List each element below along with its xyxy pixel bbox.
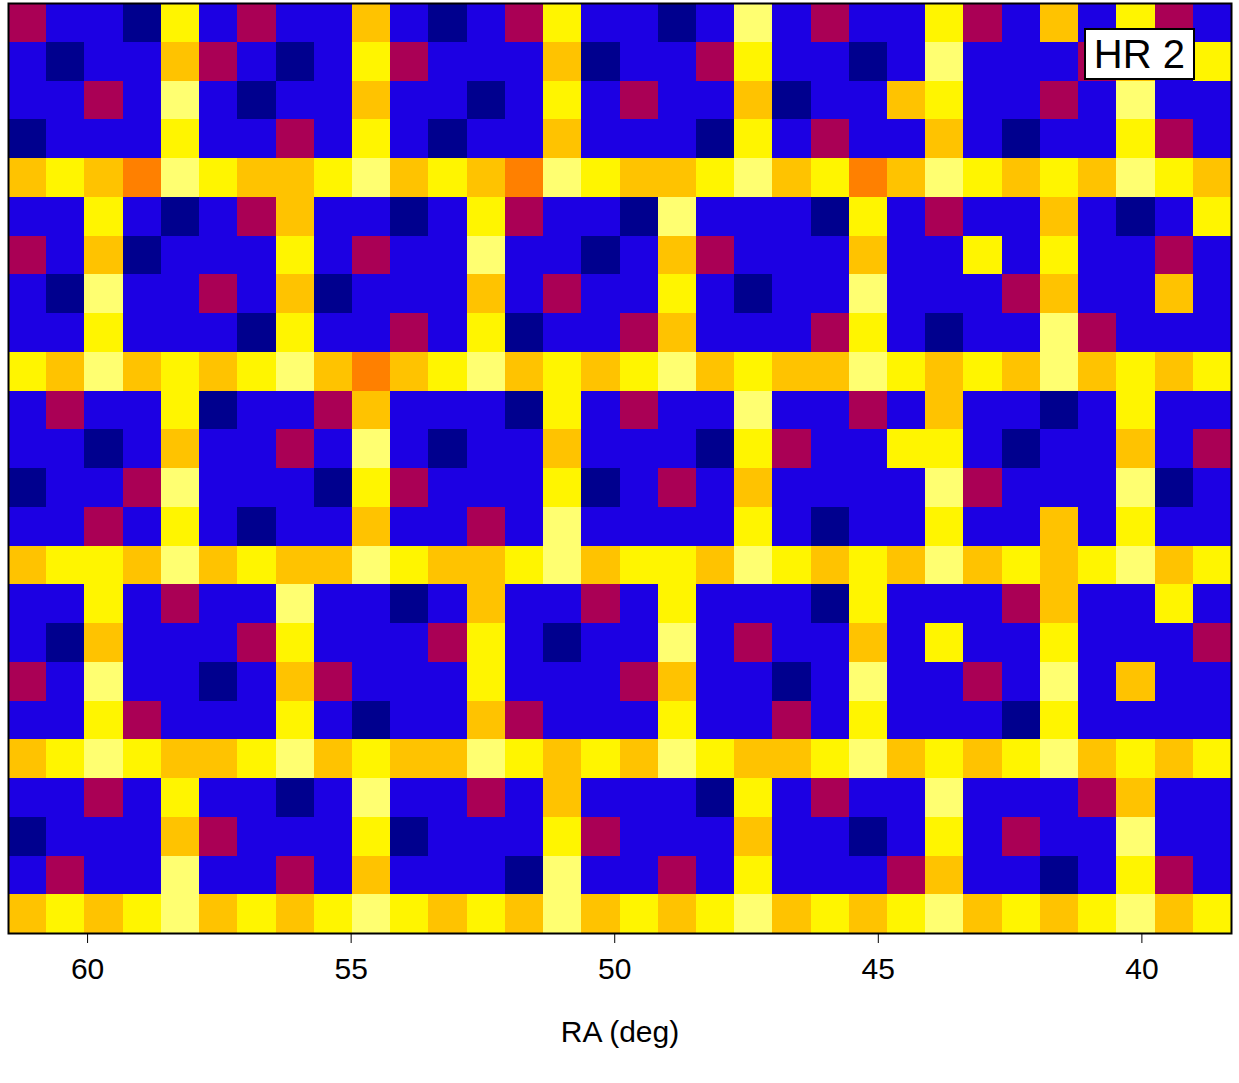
svg-text:50: 50 [598,952,631,985]
html-text:HR 2: HR 2 [1093,32,1185,76]
svg-text:45: 45 [862,952,895,985]
svg-text:55: 55 [334,952,367,985]
svg-text:60: 60 [71,952,104,985]
svg-text:RA (deg): RA (deg) [561,1015,679,1048]
svg-text:40: 40 [1125,952,1158,985]
